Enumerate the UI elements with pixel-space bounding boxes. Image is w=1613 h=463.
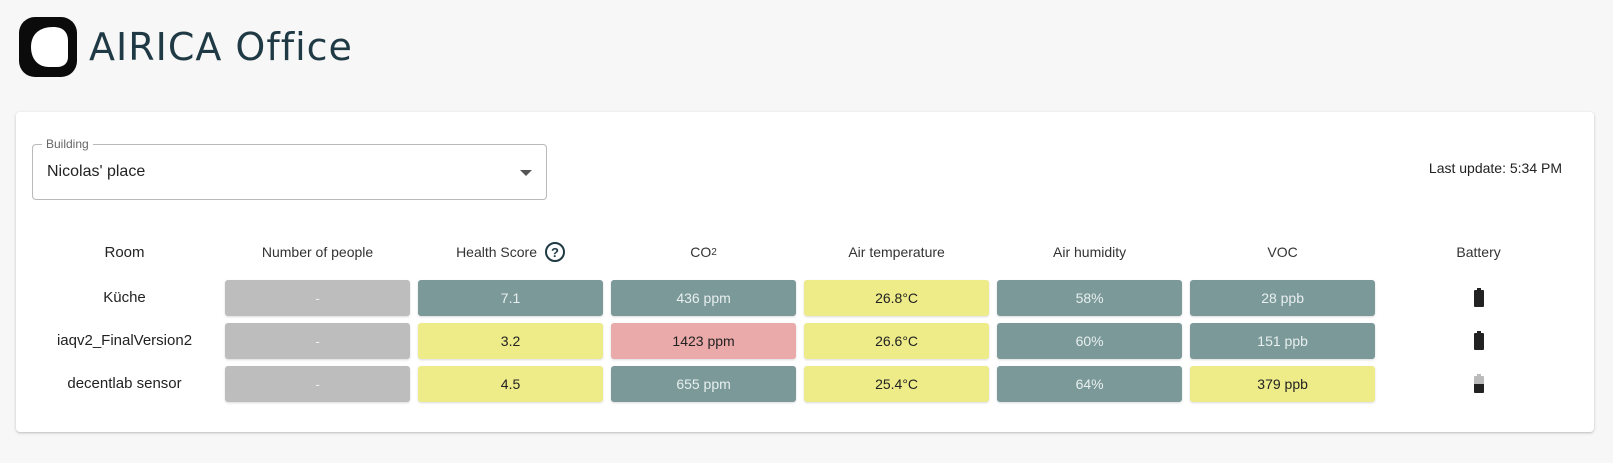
- airica-logo-icon: [19, 17, 77, 77]
- health-score-cell: 4.5: [418, 365, 604, 402]
- header-co2-label: CO: [690, 244, 712, 260]
- humidity-cell: 64%: [997, 365, 1183, 402]
- header-battery: Battery: [1456, 244, 1501, 260]
- last-update-text: Last update: 5:34 PM: [1428, 160, 1562, 176]
- room-name: iaqv2_FinalVersion2: [56, 332, 193, 349]
- building-select-label: Building: [42, 136, 93, 152]
- header-room: Room: [104, 243, 145, 261]
- header-people: Number of people: [261, 244, 374, 260]
- battery-full-icon: [1473, 331, 1484, 350]
- dropdown-caret-icon[interactable]: [520, 170, 532, 176]
- health-score-cell: 7.1: [418, 279, 604, 316]
- battery-cell: [1379, 374, 1578, 393]
- building-select-value: Nicolas' place: [47, 163, 146, 180]
- table-header-row: Room Number of people Health Score ? CO 2…: [32, 232, 1578, 272]
- help-icon[interactable]: ?: [545, 242, 565, 262]
- dashboard-card: Building Nicolas' place Last update: 5:3…: [16, 112, 1594, 432]
- table-row: iaqv2_FinalVersion2 - 3.2 1423 ppm 26.6°…: [32, 319, 1578, 362]
- co2-cell: 1423 ppm: [611, 322, 797, 359]
- header-health-score: Health Score ?: [418, 242, 603, 262]
- voc-cell: 28 ppb: [1190, 279, 1376, 316]
- header-co2: CO 2: [611, 244, 796, 260]
- health-score-cell: 3.2: [418, 322, 604, 359]
- room-name: Küche: [103, 289, 146, 306]
- humidity-cell: 58%: [997, 279, 1183, 316]
- voc-cell: 379 ppb: [1190, 365, 1376, 402]
- voc-cell: 151 ppb: [1190, 322, 1376, 359]
- room-name: decentlab sensor: [67, 375, 182, 392]
- battery-half-icon: [1473, 374, 1484, 393]
- table-row: decentlab sensor - 4.5 655 ppm 25.4°C 64…: [32, 362, 1578, 405]
- people-cell: -: [225, 322, 411, 359]
- sensor-table: Room Number of people Health Score ? CO 2…: [32, 232, 1578, 405]
- battery-full-icon: [1473, 288, 1484, 307]
- co2-cell: 436 ppm: [611, 279, 797, 316]
- temperature-cell: 26.6°C: [804, 322, 990, 359]
- header-humidity: Air humidity: [1053, 244, 1127, 260]
- co2-cell: 655 ppm: [611, 365, 797, 402]
- header-temperature: Air temperature: [848, 244, 945, 260]
- humidity-cell: 60%: [997, 322, 1183, 359]
- header-voc: VOC: [1267, 244, 1298, 260]
- table-row: Küche - 7.1 436 ppm 26.8°C 58% 28 ppb: [32, 276, 1578, 319]
- app-title: AIRICA Office: [89, 25, 353, 69]
- building-select[interactable]: Building Nicolas' place: [32, 136, 547, 200]
- header-health-label: Health Score: [456, 244, 537, 260]
- people-cell: -: [225, 279, 411, 316]
- app-header: AIRICA Office: [19, 16, 353, 78]
- battery-cell: [1379, 288, 1578, 307]
- header-co2-subscript: 2: [711, 246, 717, 258]
- battery-cell: [1379, 331, 1578, 350]
- people-cell: -: [225, 365, 411, 402]
- temperature-cell: 26.8°C: [804, 279, 990, 316]
- temperature-cell: 25.4°C: [804, 365, 990, 402]
